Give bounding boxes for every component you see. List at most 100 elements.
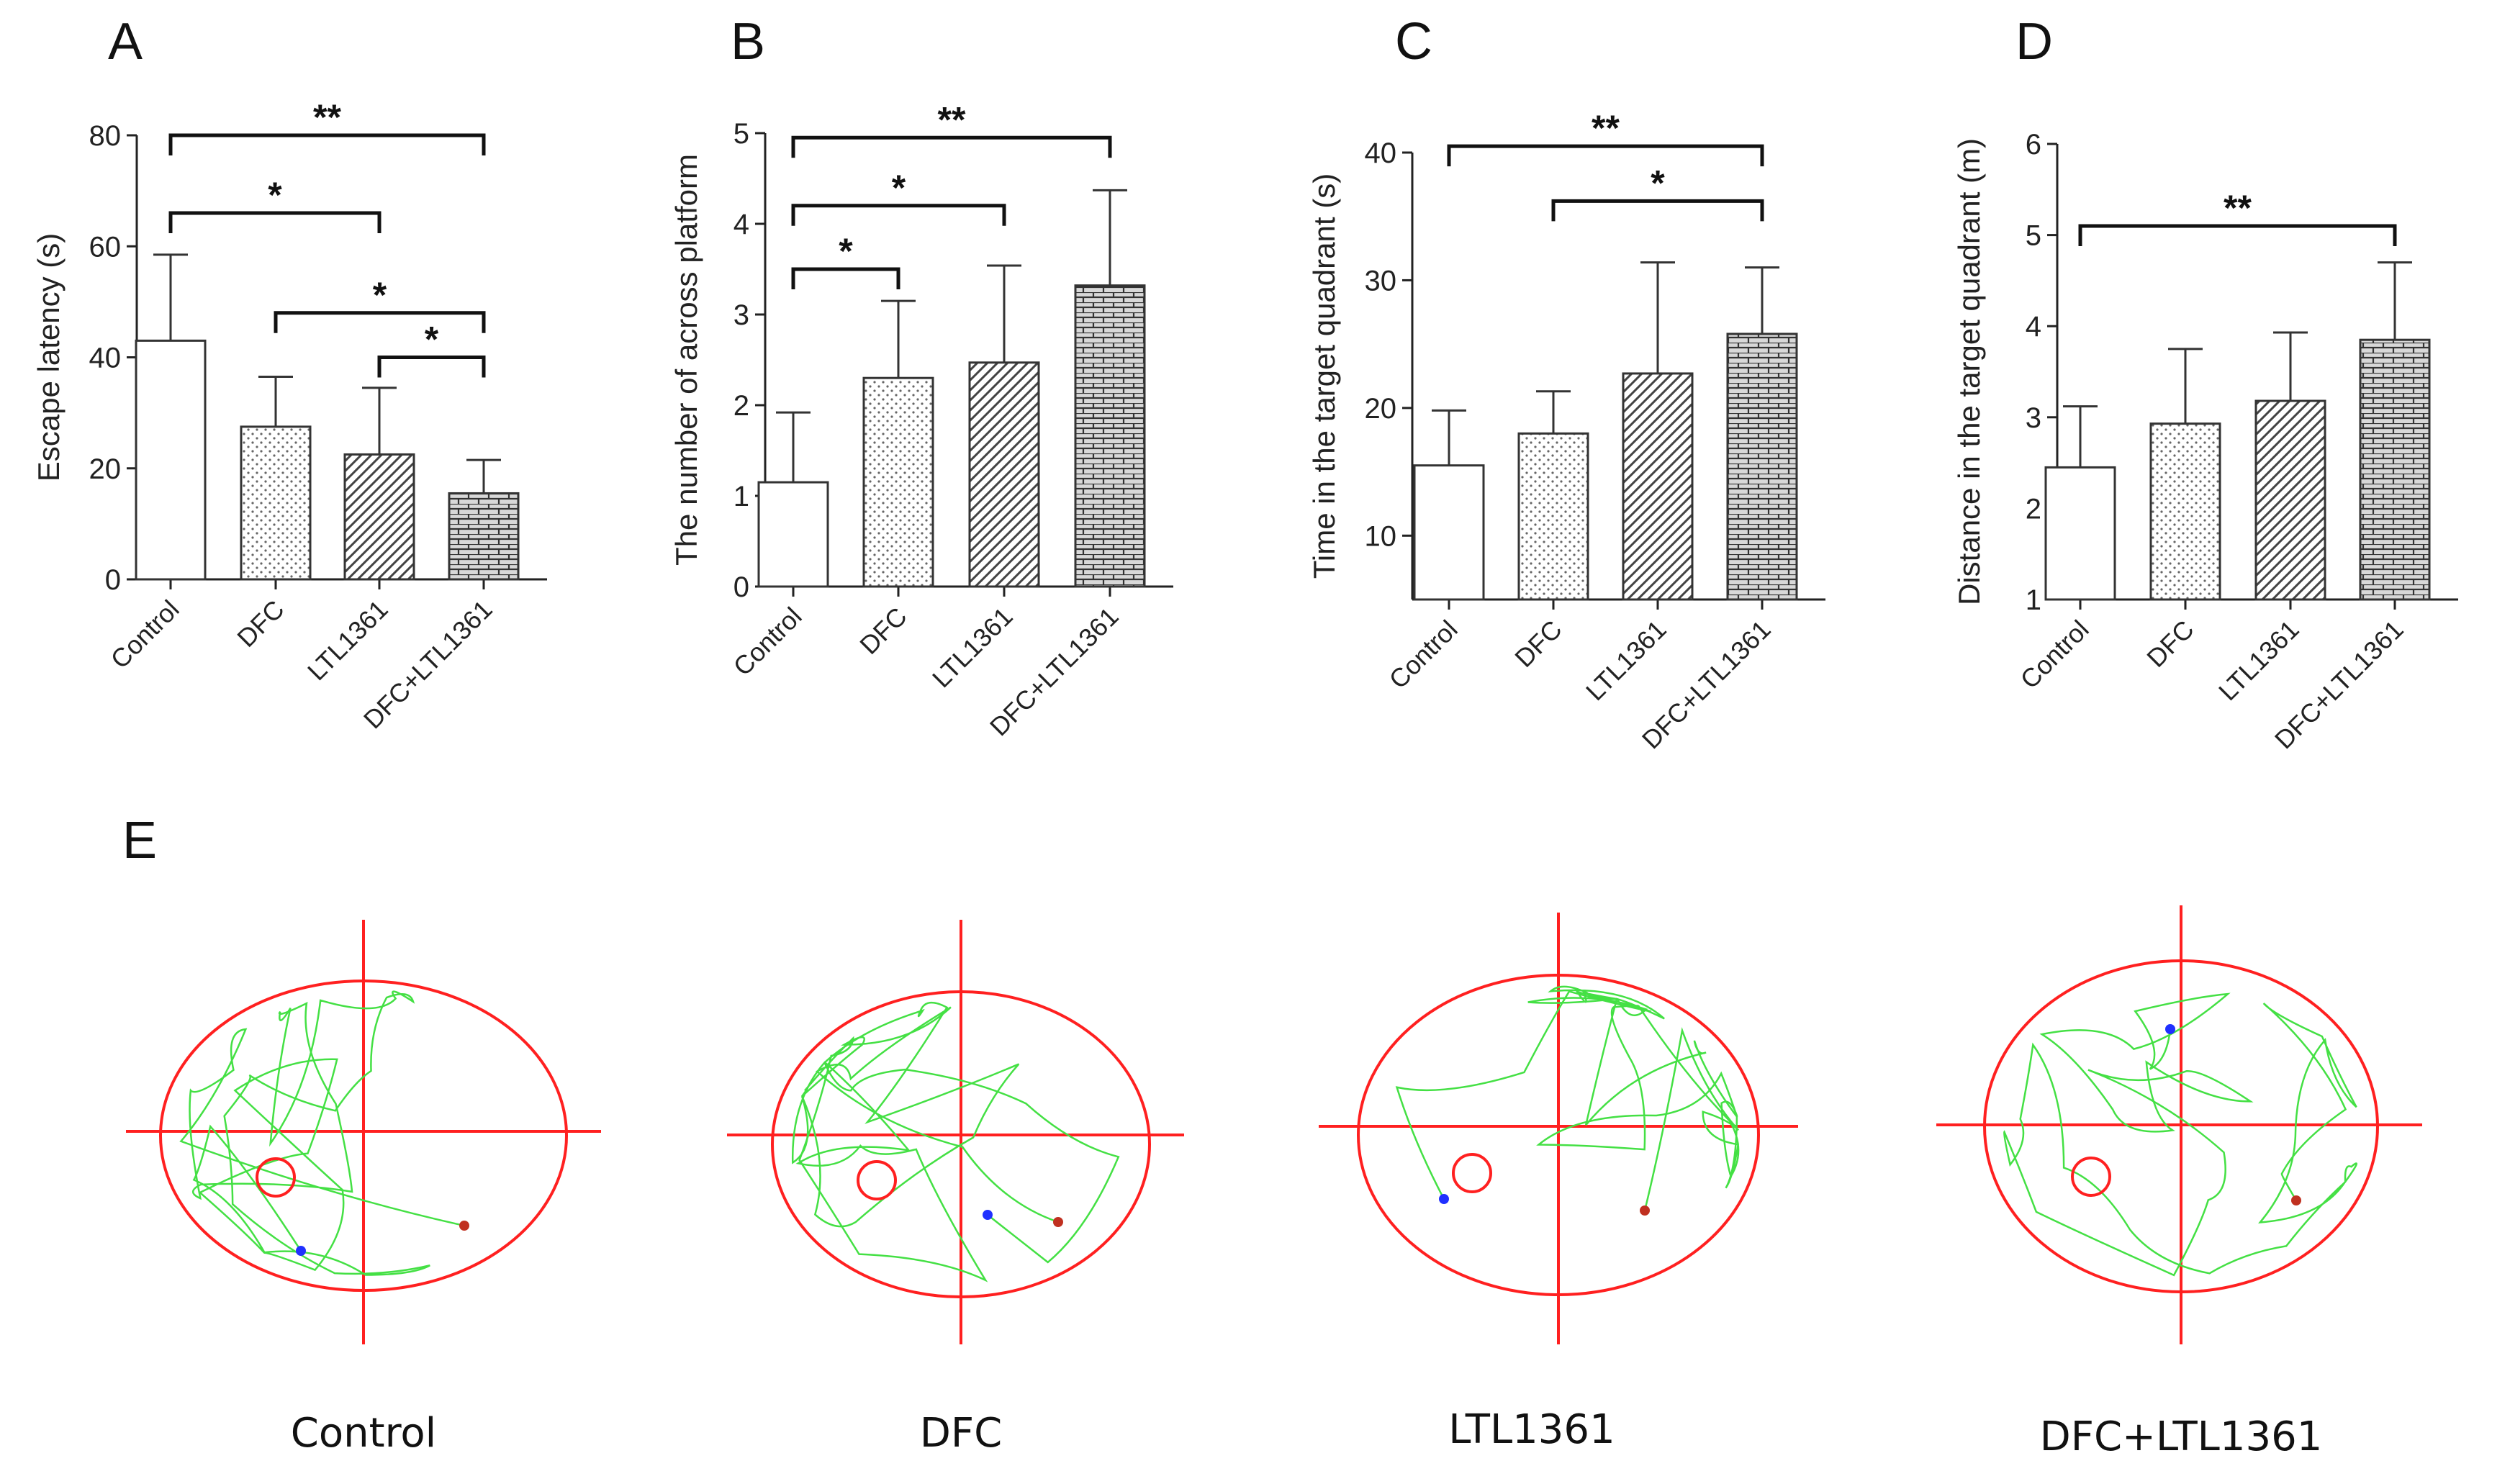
bar-ltl1361 (968, 361, 1040, 588)
end-point (1053, 1217, 1063, 1227)
panel-letter-C: C (1395, 13, 1432, 71)
chart-escape-latency: 0 20 40 60 80 Escape latency (s) Control DFC LTL… (32, 97, 547, 734)
chart-target-distance: 1 2 3 4 5 6 Distance in the target quadrant (m… (1952, 129, 2458, 754)
y-axis-label: Time in the target quadrant (s) (1307, 173, 1341, 579)
significance-bracket (791, 204, 1006, 226)
panel-letter-E: E (122, 812, 157, 869)
y-tick-label: 2 (2026, 493, 2041, 525)
start-point (2165, 1024, 2175, 1034)
bar-ltl1361 (343, 453, 415, 581)
start-point (1439, 1194, 1449, 1204)
swim-tracks: Control DFC LTL1361 DFC+LTL1361 (126, 905, 2422, 1460)
swim-path (792, 1002, 1120, 1282)
y-tick-label: 1 (2026, 584, 2041, 616)
significance-label: * (425, 320, 439, 360)
y-tick-label: 1 (733, 481, 749, 512)
bar-dfc (862, 376, 934, 588)
significance-bracket (1447, 144, 1764, 167)
y-tick-label: 60 (89, 231, 122, 263)
bar-ltl1361 (1622, 372, 1694, 601)
bar-dfc-ltl1361 (1074, 284, 1146, 588)
track-label: DFC (920, 1410, 1002, 1457)
category-label: DFC (231, 594, 289, 653)
swim-path (2003, 992, 2358, 1277)
significance-label: * (892, 168, 906, 208)
significance-label: * (268, 175, 282, 215)
panel-D: D 1 2 3 4 5 6 Distance in the target quadrant … (1952, 13, 2458, 754)
y-tick-label: 20 (1365, 393, 1397, 425)
significance-label: ** (313, 97, 341, 137)
y-tick-label: 4 (733, 209, 749, 240)
y-tick-label: 4 (2026, 311, 2041, 343)
significance-bracket (791, 135, 1112, 158)
category-label: Control (105, 594, 185, 674)
bar-control (1413, 464, 1485, 601)
significance-bracket (2078, 224, 2397, 246)
bar-dfc (240, 425, 312, 581)
category-label: Control (728, 602, 808, 682)
swim-path (1395, 985, 1740, 1211)
category-label: DFC (1509, 615, 1567, 673)
significance-label: ** (2224, 188, 2252, 228)
chart-across-platform: 0 1 2 3 4 5 The number of across platform Contr… (669, 99, 1173, 741)
significance-bracket (1551, 199, 1764, 222)
track-label: LTL1361 (1448, 1406, 1615, 1453)
end-point (1640, 1205, 1650, 1216)
y-tick-label: 2 (733, 390, 749, 422)
bar-dfc-ltl1361 (448, 492, 520, 581)
y-tick-label: 40 (89, 343, 122, 374)
bar-control (2044, 466, 2116, 601)
y-tick-label: 30 (1365, 265, 1397, 297)
chart-target-time: 10 20 30 40 Time in the target quadrant (s) C… (1307, 108, 1825, 754)
panel-B: B 0 1 2 3 4 5 The number of across platform Con… (669, 13, 1173, 741)
platform-circle (256, 1157, 296, 1198)
bar-dfc-ltl1361 (2359, 338, 2431, 601)
start-point (296, 1246, 306, 1256)
y-tick-label: 40 (1365, 137, 1397, 169)
category-label: Control (1383, 615, 1463, 695)
panel-letter-B: B (731, 13, 765, 71)
y-tick-label: 6 (2026, 129, 2041, 160)
y-tick-label: 0 (733, 571, 749, 603)
end-point (2291, 1195, 2301, 1205)
category-label: LTL1361 (2213, 615, 2305, 707)
category-label: LTL1361 (1580, 615, 1672, 707)
panel-C: C 10 20 30 40 Time in the target quadrant (s… (1307, 13, 1825, 754)
panel-letter-A: A (108, 13, 143, 71)
bar-control (757, 481, 829, 588)
track-ltl1361: LTL1361 (1319, 913, 1798, 1453)
start-point (983, 1210, 993, 1220)
y-tick-label: 5 (2026, 220, 2041, 252)
bar-dfc-ltl1361 (1726, 332, 1798, 601)
significance-label: * (839, 231, 853, 271)
bar-control (135, 339, 207, 581)
panel-letter-D: D (2015, 13, 2053, 71)
panel-E: E Control DFC LTL1361 DFC+LTL1361 (122, 812, 2422, 1460)
y-tick-label: 20 (89, 453, 122, 485)
category-label: Control (2015, 615, 2095, 695)
category-label: DFC (2141, 615, 2199, 673)
y-axis-label: Escape latency (s) (32, 233, 66, 481)
y-axis-label: The number of across platform (669, 154, 703, 566)
y-tick-label: 3 (733, 299, 749, 331)
end-point (459, 1221, 469, 1231)
track-control: Control (126, 920, 601, 1457)
significance-bracket (274, 311, 486, 333)
category-label: DFC (854, 602, 912, 660)
track-label: DFC+LTL1361 (2040, 1413, 2323, 1460)
platform-circle (857, 1160, 897, 1200)
bar-dfc (2149, 422, 2221, 601)
bar-ltl1361 (2254, 399, 2326, 601)
y-tick-label: 0 (105, 564, 121, 596)
category-label: LTL1361 (926, 602, 1019, 694)
y-axis-label: Distance in the target quadrant (m) (1952, 138, 1986, 605)
significance-label: * (1651, 163, 1665, 203)
panel-A: A 0 20 40 60 80 Escape latency (s) Control DFC L… (32, 13, 547, 734)
y-tick-label: 5 (733, 118, 749, 150)
bar-dfc (1517, 432, 1589, 601)
y-tick-label: 80 (89, 120, 122, 152)
significance-bracket (168, 133, 486, 155)
significance-bracket (168, 211, 382, 233)
track-dfc-ltl1361: DFC+LTL1361 (1936, 905, 2422, 1460)
